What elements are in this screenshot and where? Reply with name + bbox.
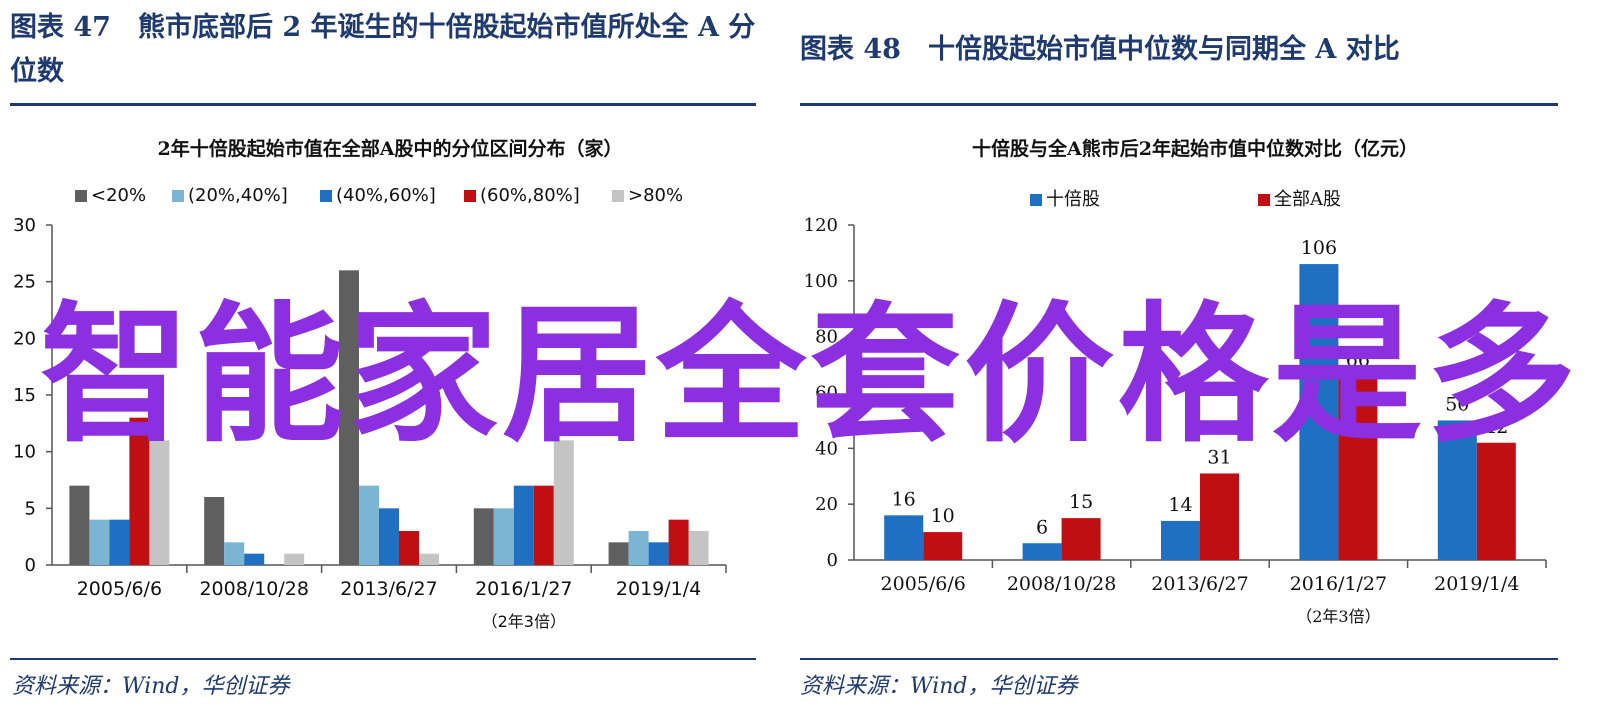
left-legend-label-4: >80% [628,185,683,206]
right-bar-1-4 [1476,442,1516,560]
right-legend-label-1: 全部A股 [1274,189,1341,210]
right-bar-1-0 [923,532,963,560]
left-legend-swatch-0 [75,190,87,202]
right-y-tick-label-2: 40 [815,438,838,459]
right-y-tick-label-6: 120 [804,215,838,236]
left-y-tick-label-1: 5 [25,498,36,519]
right-data-label-1-1: 15 [1069,491,1093,513]
right-figure-title: 图表 48 十倍股起始市值中位数与同期全 A 对比 [800,34,1400,65]
left-bar-1-3 [493,508,514,565]
left-source-note: 资料来源：Wind，华创证券 [12,674,290,699]
right-legend-swatch-1 [1258,194,1270,206]
left-category-note: （2年3倍） [482,612,566,631]
left-bar-3-2 [399,531,419,565]
left-bar-0-4 [608,542,629,565]
right-data-label-0-3: 106 [1301,237,1337,259]
left-bar-3-0 [129,417,150,565]
right-x-tick-label-4: 2019/1/4 [1434,573,1519,595]
right-bar-1-1 [1061,518,1101,560]
left-y-tick-label-6: 30 [13,215,36,236]
right-data-label-1-3: 66 [1346,349,1370,371]
left-legend-label-2: (40%,60%] [336,185,436,206]
right-data-label-0-2: 14 [1168,494,1192,516]
left-bar-2-1 [244,553,265,565]
left-bar-2-0 [109,519,130,565]
left-bar-4-2 [419,553,439,565]
left-x-tick-label-4: 2019/1/4 [616,578,701,600]
left-x-tick-label-0: 2005/6/6 [77,578,162,600]
right-x-tick-label-1: 2008/10/28 [1007,573,1117,595]
left-legend-label-1: (20%,40%] [188,185,288,206]
right-data-label-0-1: 6 [1036,516,1048,538]
left-bar-0-1 [204,497,225,565]
left-y-tick-label-5: 25 [13,272,36,293]
left-y-tick-label-3: 15 [13,385,36,406]
left-chart-title: 2年十倍股起始市值在全部A股中的分位区间分布（家） [158,137,623,160]
right-figure-panel: 图表 48 十倍股起始市值中位数与同期全 A 对比 十倍股与全A熊市后2年起始市… [800,0,1598,726]
right-source-note: 资料来源：Wind，华创证券 [800,674,1078,699]
right-data-label-1-4: 42 [1484,416,1508,438]
left-bar-3-4 [668,519,689,565]
right-source-rule [800,658,1558,660]
right-y-tick-label-3: 60 [815,383,838,404]
left-bar-1-1 [224,542,245,565]
left-bar-1-2 [359,485,379,565]
left-figure-title: 图表 47 熊市底部后 2 年诞生的十倍股起始市值所处全 A 分位数 [10,12,756,87]
right-y-tick-label-0: 0 [827,550,838,571]
left-legend-label-3: (60%,80%] [480,185,580,206]
left-legend-swatch-4 [612,190,624,202]
right-bar-0-2 [1161,520,1200,560]
left-x-tick-label-1: 2008/10/28 [199,578,309,600]
right-chart-title: 十倍股与全A熊市后2年起始市值中位数对比（亿元） [972,137,1418,160]
left-bar-4-4 [688,531,709,565]
left-bar-0-2 [339,270,359,565]
left-bar-4-3 [553,440,574,565]
right-data-label-0-4: 50 [1445,393,1469,415]
right-legend-label-0: 十倍股 [1046,189,1100,210]
right-category-note: （2年3倍） [1296,607,1380,626]
right-bar-0-3 [1299,264,1339,560]
right-bar-1-2 [1200,473,1239,560]
left-x-tick-label-2: 2013/6/27 [340,578,437,600]
right-y-tick-label-5: 100 [804,271,838,292]
right-bar-0-1 [1022,543,1062,560]
left-legend-swatch-2 [320,190,332,202]
left-bar-2-4 [648,542,669,565]
left-bar-1-0 [89,519,110,565]
left-x-tick-label-3: 2016/1/27 [475,578,572,600]
left-y-tick-label-4: 20 [13,328,36,349]
left-title-rule [10,103,756,106]
left-bar-4-0 [149,440,170,565]
left-bar-2-2 [379,508,399,565]
left-legend-swatch-3 [464,190,476,202]
right-title-rule [800,103,1558,106]
right-x-tick-label-3: 2016/1/27 [1290,573,1387,595]
right-data-label-0-0: 16 [892,488,916,510]
right-y-tick-label-1: 20 [815,494,838,515]
right-x-tick-label-2: 2013/6/27 [1151,573,1248,595]
left-bar-0-0 [69,485,90,565]
left-source-rule [10,658,756,660]
left-bar-chart: 2年十倍股起始市值在全部A股中的分位区间分布（家） <20% (20%,40%] (4… [13,137,727,631]
right-data-label-1-2: 31 [1207,446,1231,468]
right-bar-0-0 [884,515,924,560]
left-y-tick-label-2: 10 [13,442,36,463]
left-legend-swatch-1 [172,190,184,202]
right-legend-swatch-0 [1030,194,1042,206]
right-bar-0-4 [1437,420,1477,560]
left-y-tick-label-0: 0 [25,555,36,576]
left-bar-1-4 [628,531,649,565]
left-bar-2-3 [513,485,534,565]
left-legend-label-0: <20% [91,185,146,206]
left-figure-panel: 图表 47 熊市底部后 2 年诞生的十倍股起始市值所处全 A 分位数 2年十倍股… [0,0,770,726]
right-x-tick-label-0: 2005/6/6 [881,573,966,595]
left-bar-0-3 [473,508,494,565]
right-bar-1-3 [1338,375,1378,560]
left-bar-3-3 [533,485,554,565]
right-bar-chart: 十倍股与全A熊市后2年起始市值中位数对比（亿元） 十倍股 全部A股 0 20 40 60 80… [804,137,1547,626]
right-y-tick-label-4: 80 [815,327,838,348]
left-bar-4-1 [284,553,305,565]
right-data-label-1-0: 10 [931,505,955,527]
